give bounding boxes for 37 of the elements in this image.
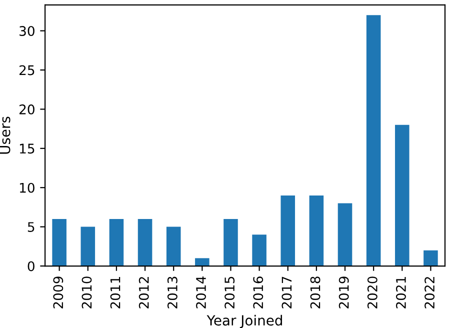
x-tick-label: 2013 bbox=[167, 276, 178, 308]
bar bbox=[424, 250, 438, 266]
y-tick-label: 30 bbox=[20, 26, 34, 36]
y-tick-label: 10 bbox=[20, 182, 34, 193]
y-tick-label: 0 bbox=[28, 261, 34, 272]
bar bbox=[109, 218, 124, 266]
y-axis-title: Users bbox=[0, 116, 10, 154]
x-tick-label: 2020 bbox=[367, 276, 378, 308]
x-tick-label: 2018 bbox=[310, 276, 320, 308]
x-tick-label: 2014 bbox=[196, 276, 206, 308]
x-tick-label: 2021 bbox=[396, 276, 406, 308]
bar bbox=[166, 226, 181, 266]
x-axis-title: Year Joined bbox=[206, 314, 282, 328]
bar bbox=[138, 218, 152, 266]
y-tick-label: 25 bbox=[20, 65, 34, 76]
bar bbox=[309, 195, 324, 266]
y-tick-label: 5 bbox=[28, 222, 34, 232]
bar bbox=[252, 234, 266, 266]
x-tick-label: 2022 bbox=[424, 277, 435, 308]
bar bbox=[80, 226, 96, 266]
bar bbox=[280, 195, 296, 266]
bar bbox=[224, 218, 238, 266]
x-tick-label: 2015 bbox=[224, 276, 235, 308]
x-tick-label: 2017 bbox=[282, 276, 292, 308]
bar bbox=[195, 258, 210, 266]
bar bbox=[366, 15, 381, 266]
bar bbox=[394, 124, 410, 266]
x-tick-label: 2012 bbox=[138, 277, 149, 308]
y-tick-label: 20 bbox=[20, 104, 34, 114]
x-tick-label: 2019 bbox=[338, 276, 349, 308]
bar bbox=[52, 218, 66, 266]
x-tick-label: 2010 bbox=[82, 276, 92, 308]
x-tick-label: 2011 bbox=[110, 276, 120, 308]
x-tick-label: 2009 bbox=[53, 276, 64, 308]
y-tick-label: 15 bbox=[20, 144, 34, 154]
bar bbox=[338, 203, 352, 266]
x-tick-label: 2016 bbox=[253, 276, 264, 308]
